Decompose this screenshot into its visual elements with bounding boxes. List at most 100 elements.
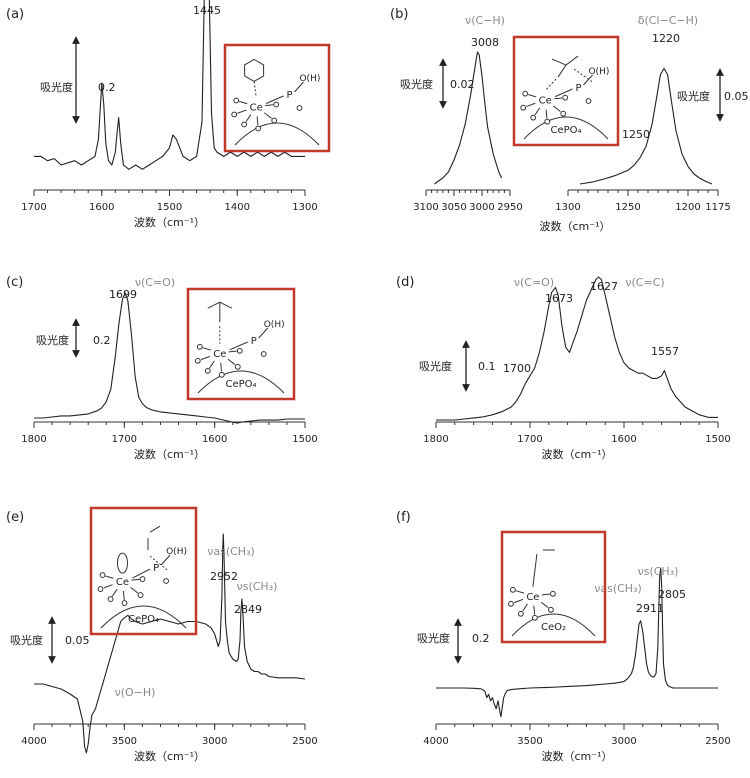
support-surface-arc — [100, 605, 187, 629]
adsorption-model-frame — [512, 35, 620, 147]
oxygen-atom — [260, 351, 267, 357]
x-tick-label: 2500 — [705, 736, 730, 747]
x-tick-label: 3050 — [441, 202, 466, 213]
spectrum-line-clch-bend — [579, 67, 713, 185]
peak-label: 1699 — [109, 288, 137, 301]
x-tick-label: 1300 — [555, 202, 580, 213]
oxygen-atom — [550, 590, 556, 597]
band-label: νas(CH₃) — [207, 545, 255, 558]
x-tick-label: 1800 — [423, 434, 448, 445]
adsorption-model-frame — [186, 287, 296, 401]
panel-label: (c) — [6, 275, 23, 290]
panel-c: (c) 1800 1700 1600 1500 波数（cm⁻¹） 吸光度 0.2 1699ν(C… — [6, 275, 318, 461]
oxygen-atom — [163, 578, 170, 584]
scale-bar-value: 0.05 — [65, 634, 90, 647]
panel-label: (b) — [390, 7, 408, 22]
ce-o-bond — [554, 97, 563, 100]
oxygen-atom — [231, 111, 238, 118]
band-label: ν(C−H) — [465, 14, 505, 27]
scale-bar-label: 吸光度 — [36, 333, 69, 347]
band-label: ν(C=O) — [135, 276, 175, 289]
ce-o-bond — [534, 107, 541, 116]
peak-label: 1700 — [503, 362, 531, 375]
spectrum-line — [34, 533, 306, 754]
peak-label: 2911 — [636, 602, 664, 615]
band-label: νs(CH₃) — [638, 565, 679, 578]
oxygen-atom — [255, 125, 262, 132]
x-tick-label: 2950 — [497, 202, 522, 213]
oxygen-atom — [560, 110, 567, 117]
oxygen-atom — [548, 606, 554, 613]
ce-o-p-bond — [554, 88, 573, 98]
ce-o-p-bond — [229, 341, 248, 351]
ce-o-bond — [209, 360, 215, 369]
ce-o-bond — [122, 590, 125, 600]
coordination-bond — [544, 78, 557, 91]
spectrum-line — [34, 0, 305, 170]
c-cl-bond — [551, 58, 567, 66]
hydroxyl-label: O(H) — [588, 67, 609, 77]
oxygen-atom — [530, 114, 537, 121]
ce-o-bond — [237, 109, 247, 114]
panel-label: (a) — [6, 7, 24, 22]
x-axis-title: 波数（cm⁻¹） — [542, 448, 613, 461]
support-label: CePO₄ — [128, 614, 159, 625]
oxygen-atom — [204, 367, 211, 374]
ce-o-bond — [522, 603, 528, 612]
oxygen-atom — [562, 94, 569, 101]
oxygen-atom — [194, 357, 201, 364]
peak-label: 2805 — [658, 588, 686, 601]
scale-bar-value: 0.2 — [472, 632, 490, 645]
peak-label: 1673 — [545, 292, 573, 305]
oxygen-atom — [532, 614, 538, 621]
x-tick-label: 1500 — [705, 434, 730, 445]
adsorption-model-frame — [89, 506, 198, 636]
x-tick-label: 1400 — [225, 202, 250, 213]
peak-label: 1557 — [651, 345, 679, 358]
x-tick-label: 3000 — [202, 736, 227, 747]
oxygen-atom — [520, 104, 527, 111]
scale-bar-value: 0.02 — [450, 78, 475, 91]
x-tick-label: 4000 — [423, 736, 448, 747]
scale-bar-label: 吸光度 — [419, 359, 452, 373]
peak-label: 3008 — [471, 36, 499, 49]
adsorption-model-frame — [223, 43, 331, 153]
ce-o-bond — [103, 584, 113, 589]
peak-label: 2952 — [210, 570, 238, 583]
ce-o-bond — [200, 355, 211, 361]
x-tick-label: 1700 — [21, 202, 46, 213]
scale-bar-label: 吸光度 — [10, 633, 43, 647]
ce-o-bond — [552, 105, 561, 112]
ce-o-bond — [105, 575, 114, 579]
panel-a: (a) 1700 1600 1500 1400 1300 波数（cm⁻¹） 吸光度 0.2 144… — [6, 0, 331, 229]
x-tick-label: 3000 — [469, 202, 494, 213]
spectrum-line — [436, 567, 718, 718]
x-tick-label: 1175 — [705, 202, 730, 213]
band-label: ν(O−H) — [115, 686, 156, 699]
band-label: ν(C=O) — [514, 276, 554, 289]
ce-o-bond — [265, 104, 274, 107]
adsorption-model-frame — [500, 530, 607, 644]
ce-o-bond — [515, 590, 525, 594]
oxygen-atom — [107, 596, 114, 602]
c-cl-bond — [557, 64, 567, 78]
cerium-atom-label: Ce — [213, 349, 226, 360]
panel-d: (d) 1800 1700 1600 1500 波数（cm⁻¹） 吸光度 0.1 1700 167… — [396, 275, 731, 461]
cerium-atom-label: Ce — [250, 102, 263, 113]
x-axis-title: 波数（cm⁻¹） — [134, 216, 205, 229]
ce-o-bond — [514, 598, 524, 604]
band-label: νs(CH₃) — [237, 580, 278, 593]
scale-bar-value: 0.2 — [98, 81, 116, 94]
x-axis-title: 波数（cm⁻¹） — [540, 220, 611, 233]
x-tick-label: 1600 — [89, 202, 114, 213]
oxygen-atom — [296, 105, 303, 111]
oxygen-atom — [241, 121, 248, 128]
spectrum-line — [436, 276, 718, 421]
scale-bar-label: 吸光度 — [417, 631, 450, 645]
panel-label: (e) — [6, 510, 24, 525]
oxygen-atom — [139, 576, 146, 582]
phosphorus-atom-label: P — [286, 90, 292, 101]
scale-bar-value: 0.05 — [724, 90, 749, 103]
band-label: νas(CH₃) — [594, 582, 642, 595]
methoxy-bond — [532, 553, 538, 587]
